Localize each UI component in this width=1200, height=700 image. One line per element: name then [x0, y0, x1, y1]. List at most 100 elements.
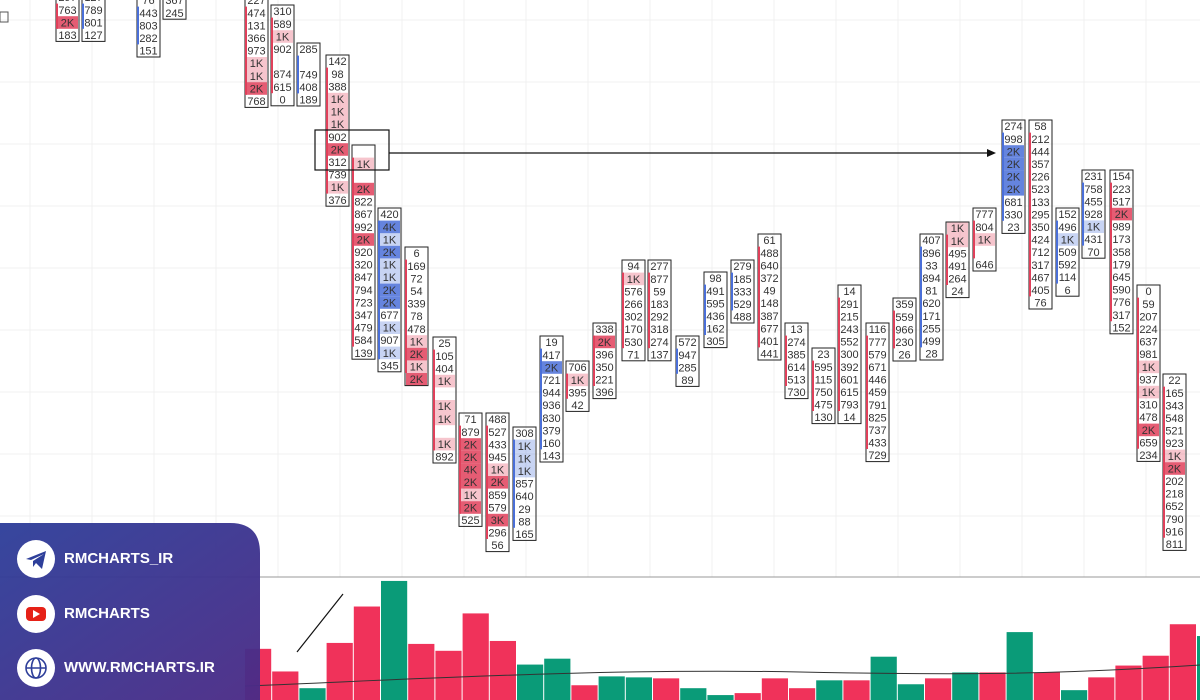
cell-value: 142	[328, 56, 346, 68]
cell-value: 488	[760, 248, 778, 260]
volume-bar	[680, 688, 707, 700]
cell-value: 2K	[1007, 146, 1021, 158]
cell-value: 859	[488, 490, 506, 502]
cell-value: 1K	[951, 236, 965, 248]
cell-value: 318	[650, 324, 668, 336]
cell-value: 436	[706, 311, 724, 323]
cell-value: 291	[840, 299, 858, 311]
cell-shade	[406, 360, 427, 373]
cell-shade	[1138, 385, 1159, 399]
cell-value: 76	[1034, 298, 1046, 310]
cell-shade	[1164, 462, 1185, 475]
cell-value: 333	[733, 286, 751, 298]
cell-value: 446	[868, 375, 886, 387]
volume-bar	[326, 642, 353, 700]
cell-value: 758	[1084, 184, 1102, 196]
telegram-handle: RMCHARTS_IR	[64, 550, 173, 567]
cell-shade	[541, 361, 562, 374]
cell-value: 1K	[331, 107, 345, 119]
volume-bar	[408, 643, 435, 700]
cell-value: 345	[380, 360, 398, 372]
cell-value: 366	[247, 33, 265, 45]
cell-value: 277	[650, 261, 668, 273]
cell-value: 165	[1165, 388, 1183, 400]
cell-value: 72	[410, 273, 422, 285]
cell-value: 162	[706, 324, 724, 336]
cell-value: 59	[1142, 299, 1154, 311]
cell-value: 677	[760, 323, 778, 335]
cell-value: 160	[542, 438, 560, 450]
cell-shade	[379, 283, 400, 297]
cell-shade	[327, 118, 348, 131]
telegram-icon	[17, 540, 55, 578]
cell-value: 681	[1004, 197, 1022, 209]
cell-value: 94	[627, 261, 639, 273]
cell-value: 202	[1165, 476, 1183, 488]
cell-value: 811	[1166, 539, 1184, 551]
website: WWW.RMCHARTS.IR	[64, 659, 215, 676]
cell-value: 28	[925, 349, 937, 361]
cell-value: 896	[922, 248, 940, 260]
cell-value: 595	[814, 362, 832, 374]
cell-value: 189	[299, 95, 317, 107]
cell-value: 1K	[518, 441, 532, 453]
cell-value: 1K	[978, 234, 992, 246]
cell-value: 13	[790, 324, 802, 336]
cell-value: 152	[1058, 209, 1076, 221]
cell-shade	[947, 234, 968, 248]
cell-shade	[514, 439, 535, 453]
cell-value: 404	[435, 363, 453, 375]
cell-value: 1K	[383, 323, 397, 335]
footprint: 2977632K18312778980112776443803282151367…	[55, 0, 1187, 552]
cell-value: 226	[1031, 172, 1049, 184]
volume-bar	[1142, 655, 1169, 700]
cell-value: 459	[868, 387, 886, 399]
volume-bar	[653, 678, 680, 700]
cell-value: 590	[1112, 285, 1130, 297]
brand-overlay: RMCHARTS_IR RMCHARTS WWW.RMCHARTS.IR	[0, 523, 260, 700]
volume-bar	[707, 695, 734, 700]
cell-value: 143	[542, 451, 560, 463]
cell-value: 1K	[250, 58, 264, 70]
cell-value: 76	[142, 0, 154, 7]
volume-bar	[625, 677, 652, 700]
cell-value: 401	[760, 336, 778, 348]
cell-value: 777	[975, 209, 993, 221]
cell-value: 54	[410, 286, 422, 298]
cell-value: 867	[354, 209, 372, 221]
volume-bar	[870, 656, 897, 700]
cell-value: 857	[515, 479, 533, 491]
cell-value: 433	[868, 438, 886, 450]
cell-value: 274	[650, 337, 668, 349]
cell-value: 330	[1004, 209, 1022, 221]
cell-value: 148	[760, 298, 778, 310]
cell-value: 739	[328, 170, 346, 182]
cell-value: 478	[1139, 412, 1157, 424]
cell-value: 992	[354, 222, 372, 234]
cell-value: 1K	[383, 348, 397, 360]
cell-value: 49	[763, 286, 775, 298]
trend-line	[296, 593, 344, 653]
cell-value: 114	[1059, 272, 1077, 284]
volume-bar	[435, 650, 462, 700]
cell-shade	[434, 374, 455, 388]
cell-value: 793	[840, 400, 858, 412]
cell-value: 302	[624, 312, 642, 324]
cell-value: 749	[299, 69, 317, 81]
cell-value: 474	[247, 8, 265, 20]
cell-value: 777	[868, 337, 886, 349]
cell-value: 89	[681, 375, 693, 387]
cell-value: 179	[1112, 259, 1130, 271]
cell-shade	[460, 476, 481, 489]
cell-value: 2K	[464, 502, 478, 514]
cell-value: 441	[760, 349, 778, 361]
cell-value: 928	[1084, 209, 1102, 221]
cell-value: 88	[518, 516, 530, 528]
cell-value: 601	[840, 374, 858, 386]
